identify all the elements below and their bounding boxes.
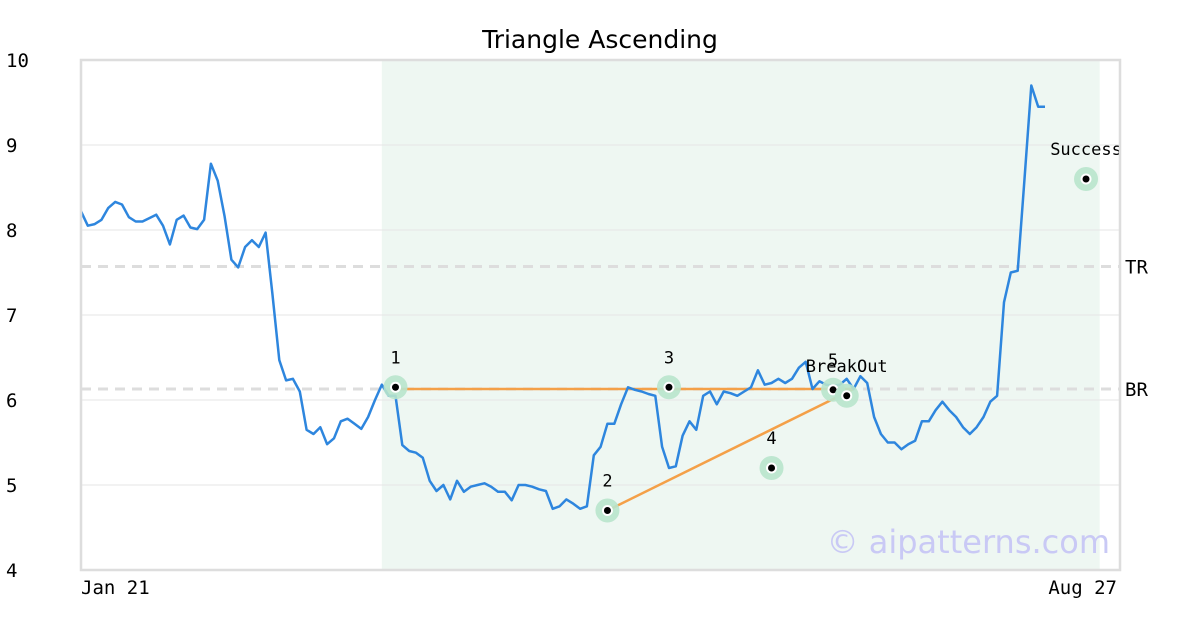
watermark: © aipatterns.com — [827, 523, 1110, 561]
point-label: 2 — [602, 472, 612, 492]
level-label: BR — [1125, 379, 1148, 401]
marker-dot — [1082, 175, 1090, 183]
marker-dot — [829, 386, 837, 394]
marker-dot — [391, 383, 399, 391]
x-tick-start: Jan 21 — [81, 577, 150, 599]
y-tick-label: 10 — [6, 50, 29, 72]
point-label: 4 — [766, 429, 776, 449]
y-tick-label: 6 — [6, 390, 17, 412]
marker-dot — [768, 464, 776, 472]
pattern-lines — [395, 387, 855, 512]
x-tick-end: Aug 27 — [1048, 577, 1117, 599]
y-tick-label: 9 — [6, 135, 17, 157]
point-label: 5 — [828, 351, 838, 371]
y-tick-label: 8 — [6, 220, 17, 242]
plot-frame — [79, 58, 1122, 572]
marker-dot — [603, 507, 611, 514]
marker-dot — [665, 383, 673, 391]
y-axis-ticks: 4 5 6 7 8 9 10 — [6, 50, 29, 582]
point-label: BreakOut — [806, 357, 888, 377]
point-label: 3 — [664, 348, 674, 368]
pattern-line — [606, 387, 855, 512]
gridlines — [81, 144, 1120, 486]
level-label: TR — [1125, 257, 1148, 279]
price-line — [79, 84, 1045, 511]
chart-title: Triangle Ascending — [481, 25, 718, 54]
point-label: Success — [1050, 140, 1122, 160]
point-label: 1 — [390, 348, 400, 368]
y-tick-label: 7 — [6, 305, 17, 327]
y-tick-label: 4 — [6, 560, 17, 582]
marker-dot — [843, 392, 851, 400]
y-tick-label: 5 — [6, 475, 17, 497]
